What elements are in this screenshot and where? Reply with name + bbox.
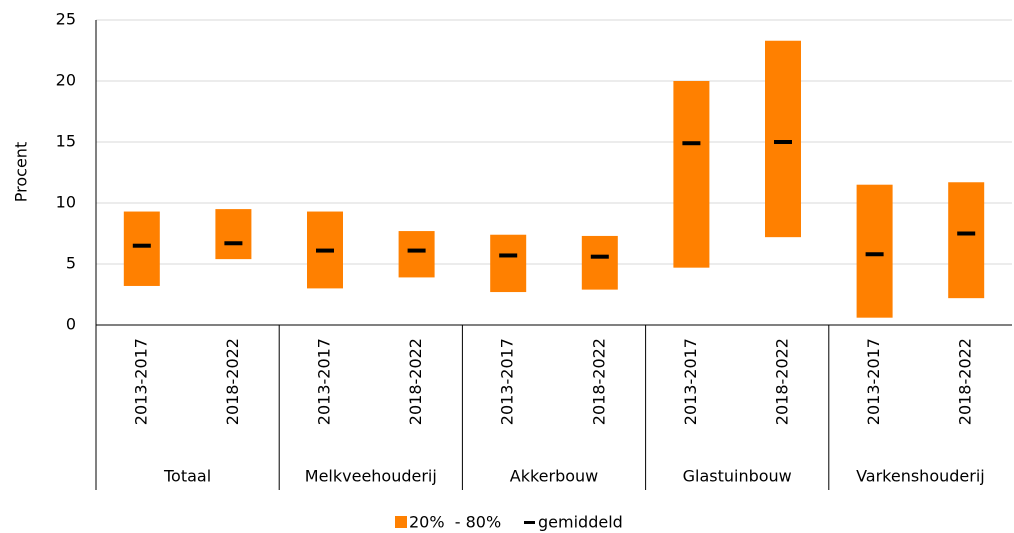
x-tick-label: 2018-2022	[773, 338, 792, 425]
y-tick-label: 0	[66, 315, 76, 334]
mean-marker	[499, 253, 518, 258]
range-bar	[581, 235, 618, 290]
x-tick-label: 2013-2017	[681, 338, 700, 425]
y-tick-label: 20	[56, 71, 76, 90]
range-bar	[856, 184, 893, 318]
y-axis-label: Procent	[12, 142, 31, 202]
x-tick-label: 2018-2022	[223, 338, 242, 425]
mean-marker	[316, 248, 334, 253]
y-tick-label: 10	[56, 193, 76, 212]
group-label: Varkenshouderij	[856, 467, 985, 486]
group-label: Akkerbouw	[510, 467, 599, 486]
range-bar	[123, 211, 160, 286]
range-bar	[765, 40, 801, 238]
y-tick-label: 5	[66, 254, 76, 273]
legend-swatch	[395, 516, 407, 528]
x-tick-label: 2013-2017	[131, 338, 150, 425]
group-label: Totaal	[163, 467, 211, 486]
mean-marker	[682, 141, 701, 146]
mean-marker	[865, 252, 884, 257]
x-tick-label: 2013-2017	[864, 338, 883, 425]
x-tick-label: 2018-2022	[589, 338, 608, 425]
y-tick-label: 25	[56, 10, 76, 29]
legend-label: 20% - 80%	[409, 513, 501, 532]
mean-marker	[407, 248, 426, 253]
group-label: Glastuinbouw	[683, 467, 792, 486]
group-label: Melkveehouderij	[305, 467, 437, 486]
x-tick-label: 2013-2017	[498, 338, 517, 425]
legend-label: gemiddeld	[538, 513, 623, 532]
y-tick-label: 15	[56, 132, 76, 151]
range-bar	[673, 81, 710, 268]
mean-marker	[132, 243, 151, 248]
mean-marker	[957, 231, 976, 236]
mean-marker	[590, 254, 609, 259]
x-tick-label: 2018-2022	[406, 338, 425, 425]
x-tick-label: 2018-2022	[956, 338, 975, 425]
legend-swatch	[524, 521, 535, 524]
range-bar	[490, 234, 527, 293]
mean-marker	[224, 241, 243, 246]
range-bar	[398, 231, 435, 278]
range-bar	[948, 182, 985, 299]
x-tick-label: 2013-2017	[315, 338, 334, 425]
mean-marker	[774, 140, 792, 144]
range-bar	[215, 209, 252, 260]
